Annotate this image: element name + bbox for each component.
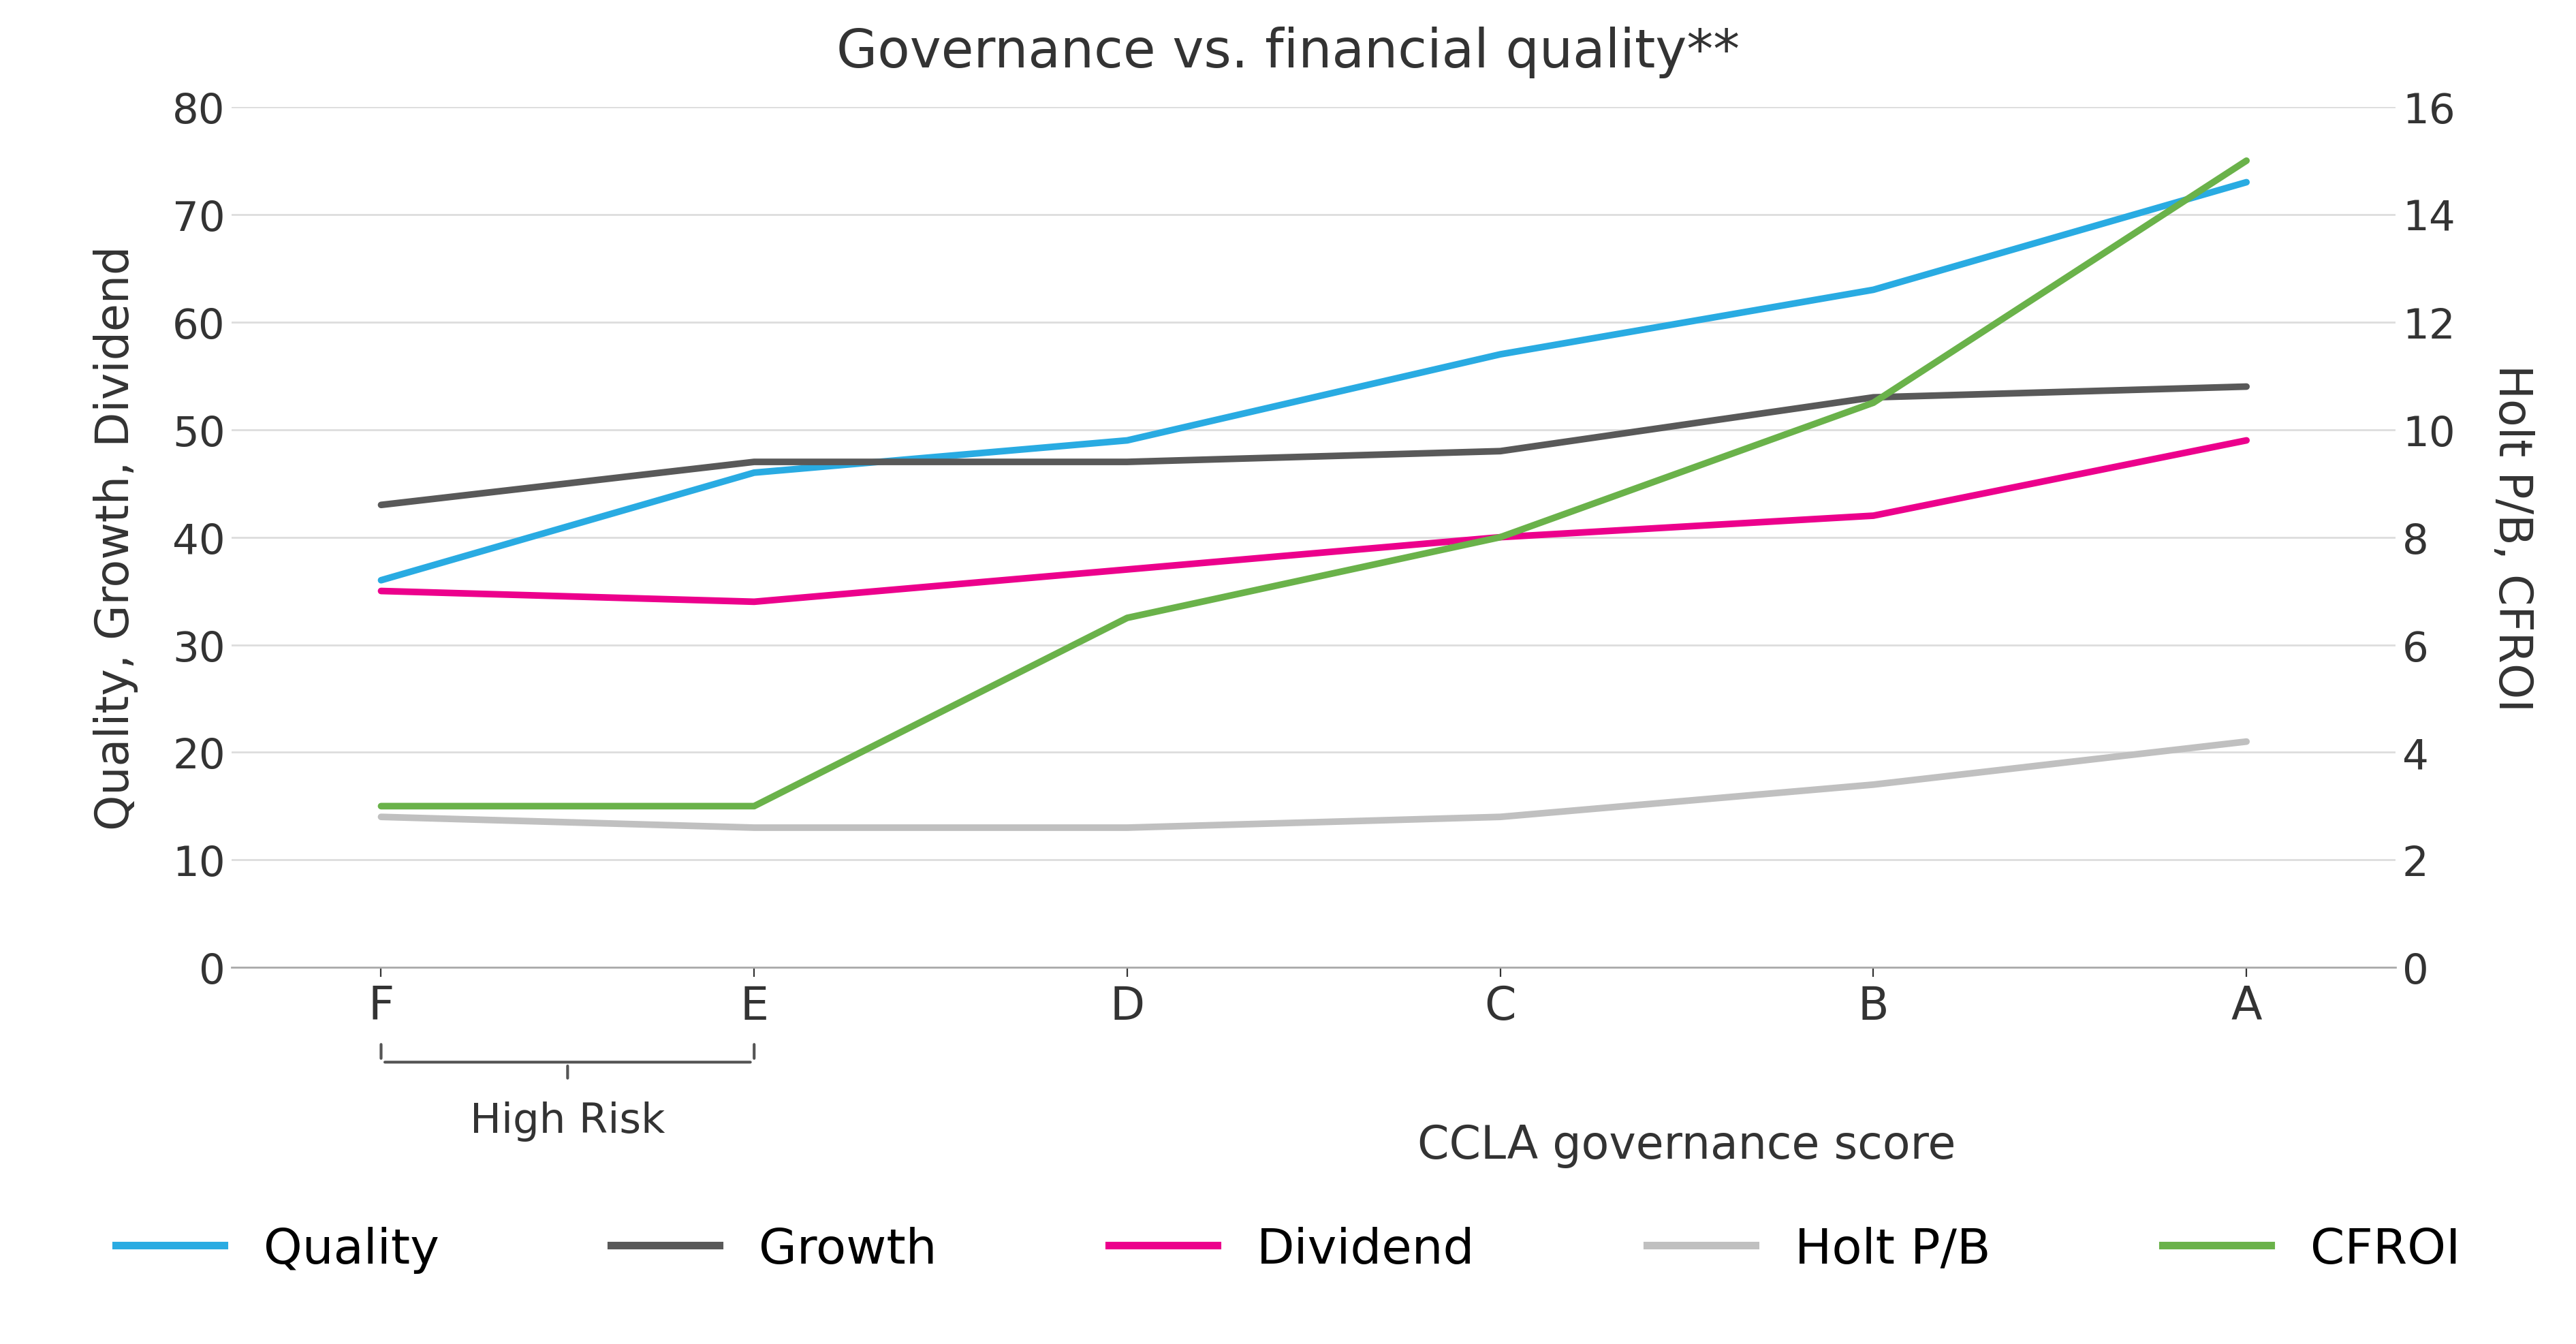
Text: Governance vs. financial quality**: Governance vs. financial quality** [837, 27, 1739, 79]
Text: High Risk: High Risk [469, 1101, 665, 1141]
Y-axis label: Holt P/B, CFROI: Holt P/B, CFROI [2488, 364, 2535, 711]
Legend: Quality, Growth, Dividend, Holt P/B, CFROI: Quality, Growth, Dividend, Holt P/B, CFR… [95, 1206, 2481, 1293]
Y-axis label: Quality, Growth, Dividend: Quality, Growth, Dividend [93, 246, 139, 829]
Text: CCLA governance score: CCLA governance score [1417, 1122, 1955, 1168]
